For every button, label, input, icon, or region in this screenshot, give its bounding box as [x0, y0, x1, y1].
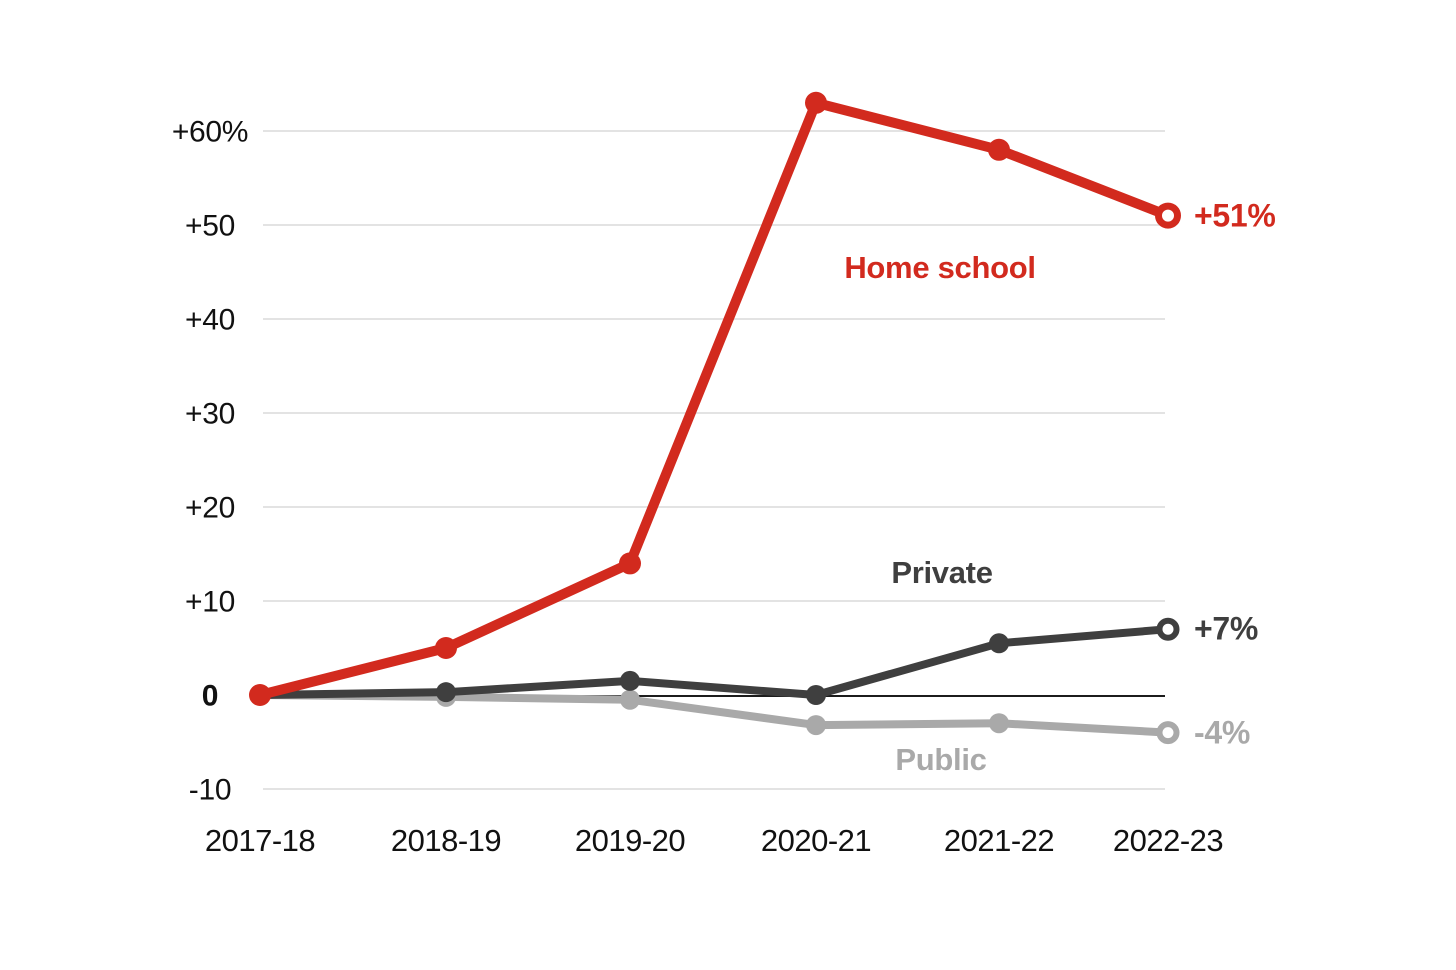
data-point [989, 633, 1009, 654]
y-axis-tick-label: 0 [202, 680, 218, 713]
data-point [619, 552, 641, 575]
x-axis-tick-label: 2021-22 [944, 823, 1054, 858]
series-line-home-school [255, 97, 1173, 700]
series-line-public [256, 691, 1172, 737]
data-point-end-open [1155, 202, 1181, 229]
x-axis-tick-label: 2022-23 [1113, 823, 1223, 858]
series-label-private: Private [891, 555, 993, 590]
end-value-label-private: +7% [1194, 610, 1259, 647]
series-label-home-school: Home school [844, 250, 1036, 285]
series-label-public: Public [895, 742, 987, 777]
data-point [806, 715, 826, 736]
y-axis-tick-label: +30 [185, 398, 235, 431]
data-point [620, 689, 640, 710]
y-axis-tick-label: +10 [185, 586, 235, 619]
y-axis-tick-label: -10 [189, 774, 231, 807]
y-axis-tick-label: +40 [185, 304, 235, 337]
data-point [249, 684, 271, 706]
x-axis-tick-label: 2019-20 [575, 823, 686, 858]
y-axis-tick-label: +60% [172, 116, 248, 149]
y-axis-tick-label: +20 [185, 492, 235, 525]
data-point-end-open [1156, 721, 1180, 745]
x-axis-tick-label: 2018-19 [391, 823, 501, 858]
data-point [435, 637, 457, 659]
x-axis-tick-label: 2017-18 [205, 823, 315, 858]
data-point [988, 138, 1010, 161]
y-axis-tick-label: +50 [185, 210, 235, 243]
data-point [805, 91, 827, 114]
end-value-label-public: -4% [1194, 714, 1251, 751]
data-point [620, 670, 640, 691]
series-line-private [256, 625, 1172, 699]
data-point-end-open [1156, 617, 1180, 641]
data-point [436, 682, 456, 703]
end-value-label-home-school: +51% [1194, 197, 1276, 234]
x-axis-tick-label: 2020-21 [761, 823, 871, 858]
data-point [989, 713, 1009, 734]
data-point [806, 685, 826, 705]
